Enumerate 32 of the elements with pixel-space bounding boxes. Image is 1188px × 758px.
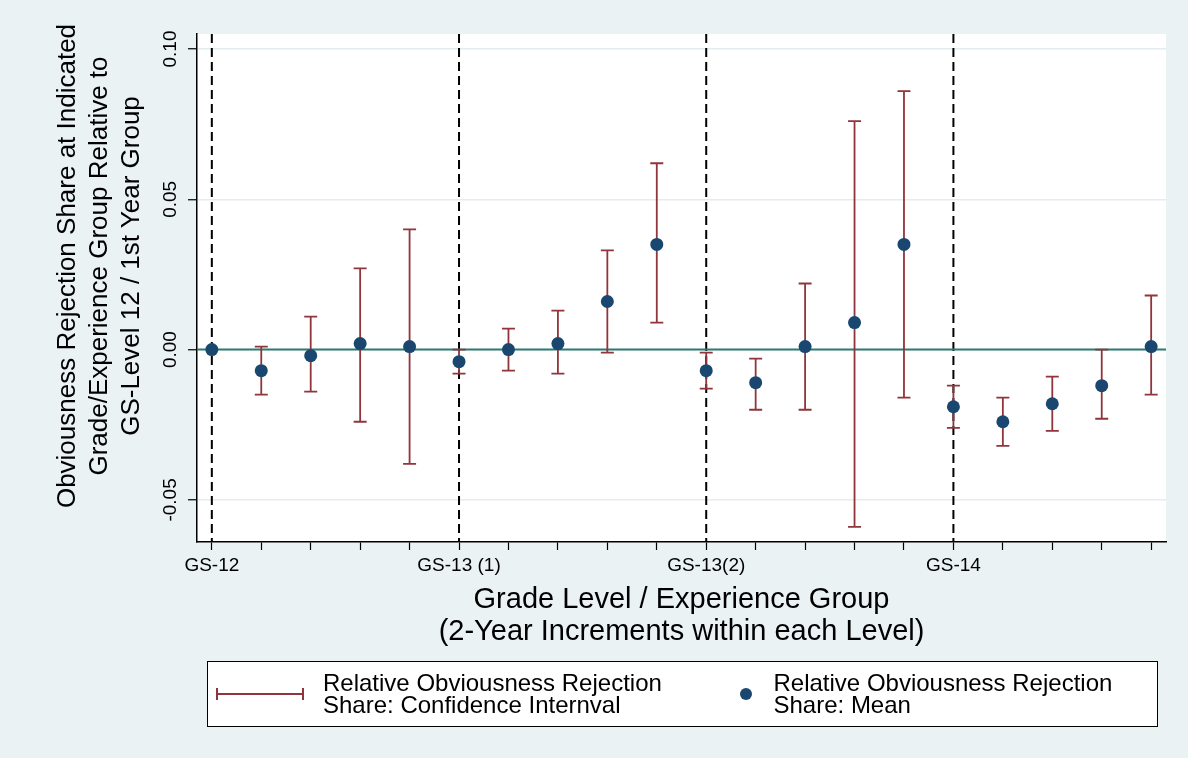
- point: [452, 355, 466, 369]
- x-tick-label: GS-12: [184, 553, 240, 575]
- x-tick-label: GS-13 (1): [417, 553, 501, 575]
- point: [1144, 340, 1158, 354]
- point: [897, 237, 911, 251]
- x-tick-label: GS-13(2): [667, 553, 746, 575]
- point: [403, 340, 417, 354]
- text: Relative Obviousness Rejection Share: Confidence Internval: [323, 669, 663, 718]
- y-tick-label: 0.00: [159, 331, 181, 369]
- x-tick-label: GS-14: [925, 553, 982, 575]
- point: [848, 316, 862, 330]
- legend-label: Relative Obviousness Rejection Share: Mean: [773, 669, 1114, 718]
- x-axis-title: Grade Level / Experience Group (2-Year Increments within each Level): [438, 582, 925, 647]
- point: [996, 415, 1010, 429]
- point: [205, 343, 219, 357]
- y-axis-title: Obviousness Rejection Share at Indicated Grade/Experience Group Relative to GS-Level 12 / 1st Year Group: [51, 23, 146, 509]
- point: [551, 337, 565, 351]
- point: [946, 400, 960, 414]
- point: [749, 376, 763, 390]
- point: [304, 349, 318, 363]
- point: [798, 340, 812, 354]
- point: [600, 295, 614, 309]
- point: [501, 343, 515, 357]
- y-tick-label: -0.05: [159, 478, 181, 522]
- point: [353, 337, 367, 351]
- y-tick-label: 0.05: [159, 180, 181, 218]
- y-tick-label: 0.10: [159, 30, 181, 68]
- point: [699, 364, 713, 378]
- point: [1095, 379, 1109, 393]
- point: [1045, 397, 1059, 411]
- point: [650, 237, 664, 251]
- point: [254, 364, 268, 378]
